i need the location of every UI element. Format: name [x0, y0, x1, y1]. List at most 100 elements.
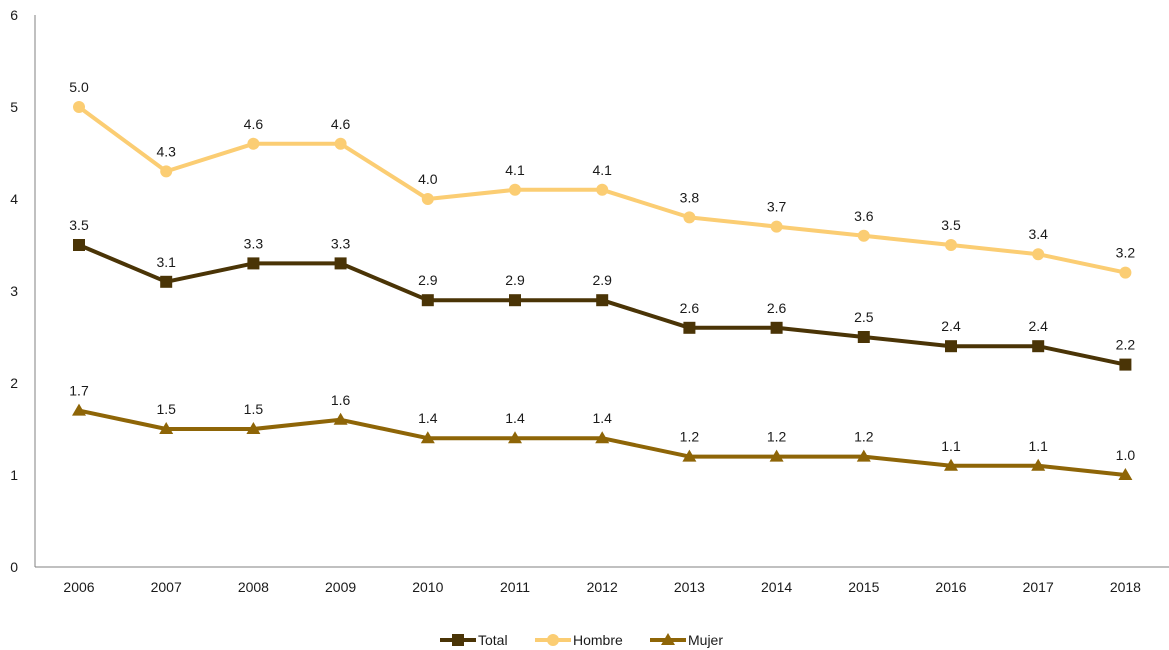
x-tick-label: 2016 [935, 579, 966, 595]
data-point-total [334, 257, 347, 270]
data-point-total [683, 321, 696, 334]
x-tick-label: 2011 [500, 579, 530, 595]
data-label-hombre: 3.8 [680, 189, 700, 205]
data-label-total: 2.9 [505, 272, 525, 288]
data-point-total [247, 257, 260, 270]
data-point-hombre [160, 165, 173, 178]
data-point-hombre [770, 220, 783, 233]
legend-marker-square [452, 634, 464, 646]
series-total: 3.5 3.1 3.3 3.3 2.9 2.9 2.9 2.6 2.6 2.5 2.4 2.4 2.2 [69, 217, 1135, 371]
data-point-mujer [682, 449, 697, 462]
legend-item-hombre: Hombre [535, 632, 623, 648]
x-tick-label: 2012 [587, 579, 618, 595]
data-point-mujer [508, 431, 522, 444]
series-hombre: 5.0 4.3 4.6 4.6 4.0 4.1 4.1 3.8 3.7 3.6 3.5 3.4 3.2 [69, 79, 1135, 279]
y-tick-label: 4 [10, 191, 18, 207]
y-tick-label: 6 [10, 7, 18, 23]
data-point-hombre [509, 183, 521, 196]
data-point-total [1119, 358, 1132, 371]
data-label-mujer: 1.4 [418, 410, 438, 426]
y-tick-labels: 0 1 2 3 4 5 6 [10, 7, 18, 575]
data-label-hombre: 5.0 [69, 79, 89, 95]
data-label-mujer: 1.2 [854, 429, 874, 445]
data-point-hombre [683, 211, 696, 224]
y-tick-label: 2 [10, 375, 18, 391]
x-tick-label: 2017 [1023, 579, 1054, 595]
data-point-mujer [159, 422, 174, 434]
data-label-mujer: 1.4 [505, 410, 525, 426]
data-point-hombre [596, 183, 609, 196]
data-label-total: 3.3 [331, 235, 351, 251]
x-tick-label: 2010 [412, 579, 443, 595]
x-tick-label: 2014 [761, 579, 792, 595]
series-mujer: 1.7 1.5 1.5 1.6 1.4 1.4 1.4 1.2 1.2 1.2 1.1 1.1 1.0 [69, 383, 1135, 480]
data-label-hombre: 3.2 [1116, 245, 1136, 261]
data-label-hombre: 4.1 [592, 162, 612, 178]
data-label-mujer: 1.4 [592, 410, 612, 426]
data-label-total: 2.5 [854, 309, 874, 325]
data-label-mujer: 1.6 [331, 392, 351, 408]
x-tick-label: 2006 [63, 579, 94, 595]
data-point-total [770, 321, 783, 334]
series-layer: 3.5 3.1 3.3 3.3 2.9 2.9 2.9 2.6 2.6 2.5 2.4 2.4 2.2 5… [69, 79, 1135, 480]
data-point-mujer [420, 431, 435, 444]
legend: Total Hombre Mujer [440, 632, 723, 648]
data-point-hombre [1119, 266, 1132, 279]
y-tick-label: 1 [10, 467, 18, 483]
x-tick-label: 2008 [238, 579, 269, 595]
data-point-mujer [856, 449, 871, 462]
legend-label: Hombre [573, 632, 623, 648]
data-label-total: 3.3 [244, 235, 264, 251]
data-point-total [509, 294, 521, 307]
data-point-hombre [421, 193, 434, 205]
data-point-total [596, 294, 609, 307]
legend-item-total: Total [440, 632, 508, 648]
data-point-hombre [247, 137, 260, 150]
data-point-mujer [1031, 458, 1046, 471]
data-point-mujer [246, 422, 261, 434]
x-tick-label: 2007 [151, 579, 182, 595]
data-label-mujer: 1.7 [69, 383, 89, 399]
data-label-total: 2.6 [680, 300, 700, 316]
legend-marker-circle [547, 634, 559, 646]
data-point-total [421, 294, 434, 307]
data-label-total: 2.4 [1028, 318, 1048, 334]
data-label-total: 2.9 [418, 272, 438, 288]
data-label-hombre: 4.6 [244, 116, 264, 132]
axes [34, 15, 1169, 568]
data-point-hombre [73, 101, 85, 113]
data-point-total [857, 331, 870, 343]
data-point-hombre [334, 137, 347, 150]
data-point-mujer [769, 449, 784, 462]
y-tick-label: 5 [10, 99, 18, 115]
data-label-total: 2.2 [1116, 337, 1136, 353]
x-tick-label: 2009 [325, 579, 356, 595]
data-label-total: 2.9 [592, 272, 612, 288]
x-tick-label: 2015 [848, 579, 879, 595]
data-point-hombre [857, 229, 870, 242]
data-label-mujer: 1.2 [767, 429, 787, 445]
y-tick-label: 3 [10, 283, 18, 299]
data-point-hombre [1032, 248, 1045, 261]
data-label-hombre: 4.1 [505, 162, 525, 178]
x-tick-label: 2018 [1110, 579, 1141, 595]
data-label-hombre: 4.6 [331, 116, 351, 132]
data-label-hombre: 3.6 [854, 208, 874, 224]
data-label-mujer: 1.5 [244, 401, 264, 417]
data-point-total [160, 275, 173, 288]
legend-marker-triangle [661, 633, 675, 645]
data-label-hombre: 4.0 [418, 171, 438, 187]
data-point-mujer [72, 403, 86, 416]
data-label-mujer: 1.1 [941, 438, 961, 454]
x-tick-labels: 2006 2007 2008 2009 2010 2011 2012 2013 2014 2015… [63, 579, 1141, 595]
legend-label: Total [478, 632, 508, 648]
legend-label: Mujer [688, 632, 723, 648]
data-label-mujer: 1.1 [1028, 438, 1048, 454]
data-label-total: 2.4 [941, 318, 961, 334]
data-label-mujer: 1.5 [156, 401, 176, 417]
data-label-hombre: 3.7 [767, 199, 787, 215]
legend-item-mujer: Mujer [650, 632, 723, 648]
data-label-hombre: 3.4 [1028, 226, 1048, 242]
data-label-hombre: 3.5 [941, 217, 961, 233]
